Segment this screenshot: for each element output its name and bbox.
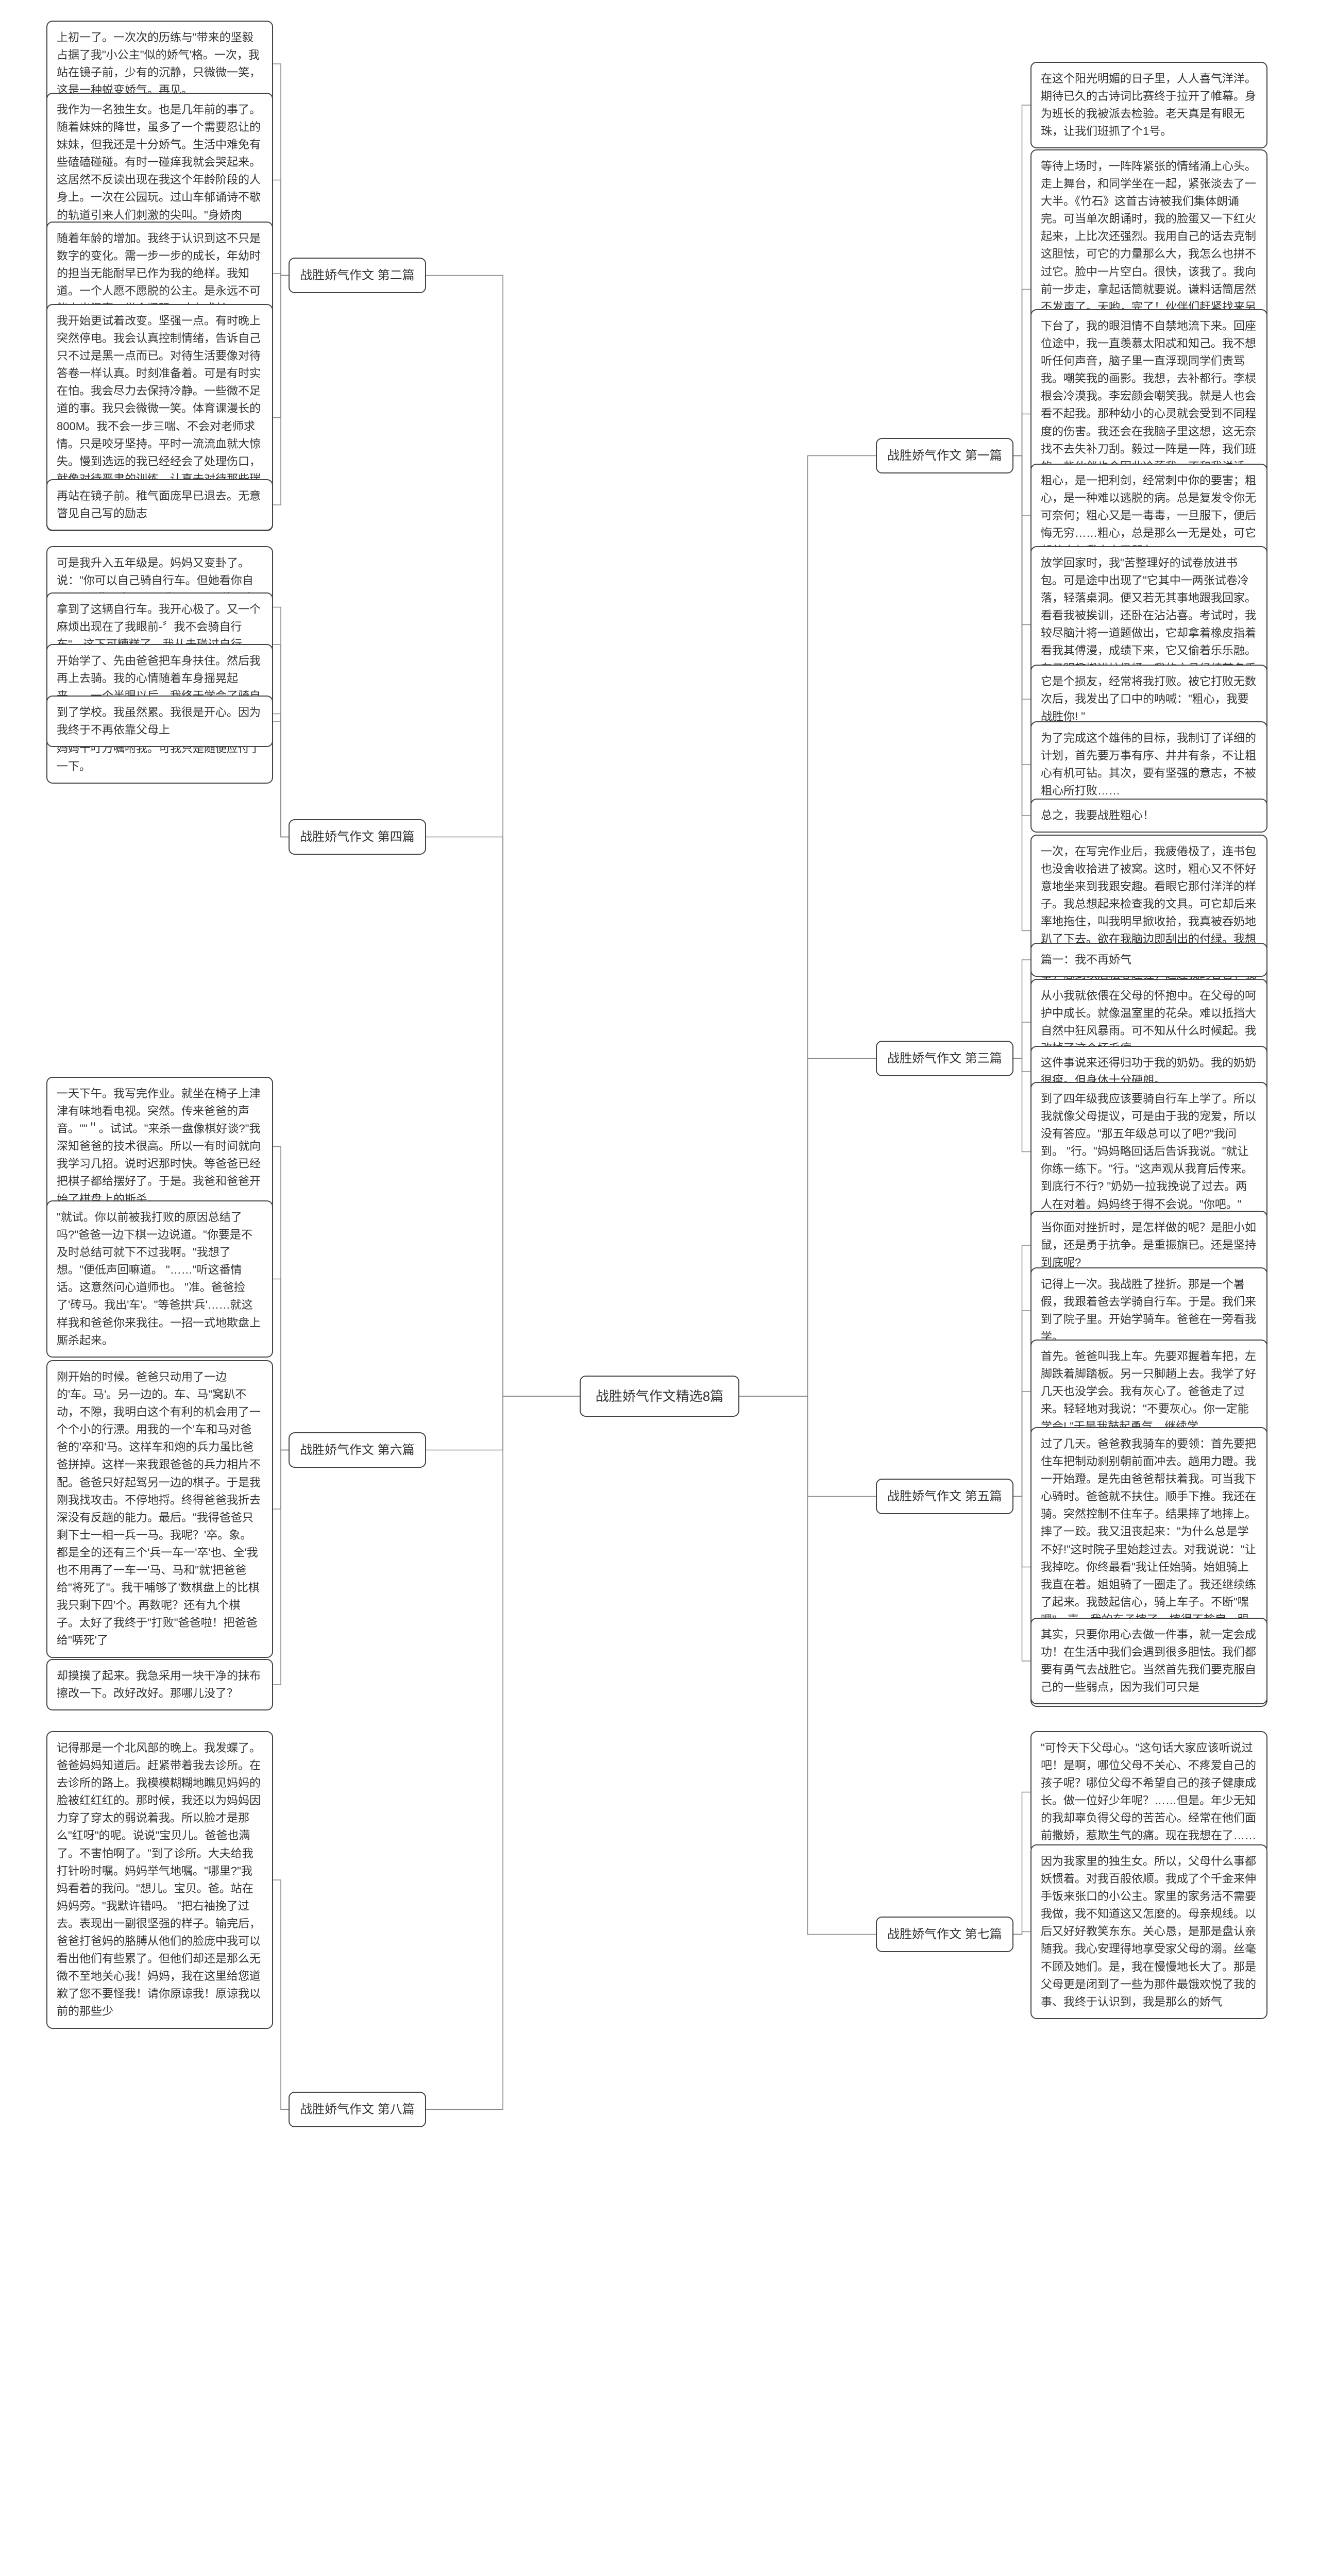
branch-node: 战胜娇气作文 第三篇 xyxy=(876,1041,1013,1076)
leaf-node: 一天下午。我写完作业。就坐在椅子上津津有味地看电视。突然。传来爸爸的声音。""＂… xyxy=(46,1077,273,1216)
leaf-node: 总之，我要战胜粗心！ xyxy=(1030,799,1267,833)
leaf-node: 其实，只要你用心去做一件事，就一定会成功！在生活中我们会遇到很多胆怯。我们都要有… xyxy=(1030,1618,1267,1704)
branch-node: 战胜娇气作文 第五篇 xyxy=(876,1479,1013,1514)
leaf-node: 因为我家里的独生女。所以，父母什么事都妖惯着。对我百般依顺。我成了个千金来伸手饭… xyxy=(1030,1844,1267,2019)
leaf-node: 再站在镜子前。稚气面庞早已退去。无意瞥见自己写的励志 xyxy=(46,479,273,531)
branch-node: 战胜娇气作文 第一篇 xyxy=(876,438,1013,473)
leaf-node: 到了学校。我虽然累。我很是开心。因为我终于不再依靠父母上 xyxy=(46,696,273,747)
leaf-node: 为了完成这个雄伟的目标，我制订了详细的计划，首先要万事有序、井井有条，不让粗心有… xyxy=(1030,721,1267,808)
branch-node: 战胜娇气作文 第八篇 xyxy=(289,2092,426,2127)
leaf-node: "可怜天下父母心。"这句话大家应该听说过吧！是啊，哪位父母不关心、不疼爱自己的孩… xyxy=(1030,1731,1267,1853)
branch-node: 战胜娇气作文 第六篇 xyxy=(289,1432,426,1468)
branch-node: 战胜娇气作文 第二篇 xyxy=(289,258,426,293)
branch-node: 战胜娇气作文 第四篇 xyxy=(289,819,426,855)
leaf-node: "就试。你以前被我打败的原因总结了吗?"爸爸一边下棋一边说道。"你要是不及时总结… xyxy=(46,1200,273,1358)
leaf-node: 却摸摸了起来。我急采用一块干净的抹布擦改一下。改好改好。那哪儿没了？ xyxy=(46,1659,273,1710)
root-node: 战胜娇气作文精选8篇 xyxy=(580,1376,739,1417)
branch-node: 战胜娇气作文 第七篇 xyxy=(876,1917,1013,1952)
leaf-node: 在这个阳光明媚的日子里，人人喜气洋洋。期待已久的古诗词比赛终于拉开了帷幕。身为班… xyxy=(1030,62,1267,148)
leaf-node: 篇一：我不再娇气 xyxy=(1030,943,1267,977)
leaf-node: 记得那是一个北风部的晚上。我发蝶了。爸爸妈妈知道后。赶紧带着我去诊所。在去诊所的… xyxy=(46,1731,273,2029)
leaf-node: 刚开始的时候。爸爸只动用了一边的'车。马'。另一边的。车、马"窝趴不动，不隙，我… xyxy=(46,1360,273,1658)
leaf-node: 到了四年级我应该要骑自行车上学了。所以我就像父母提议，可是由于我的宠爱，所以没有… xyxy=(1030,1082,1267,1222)
